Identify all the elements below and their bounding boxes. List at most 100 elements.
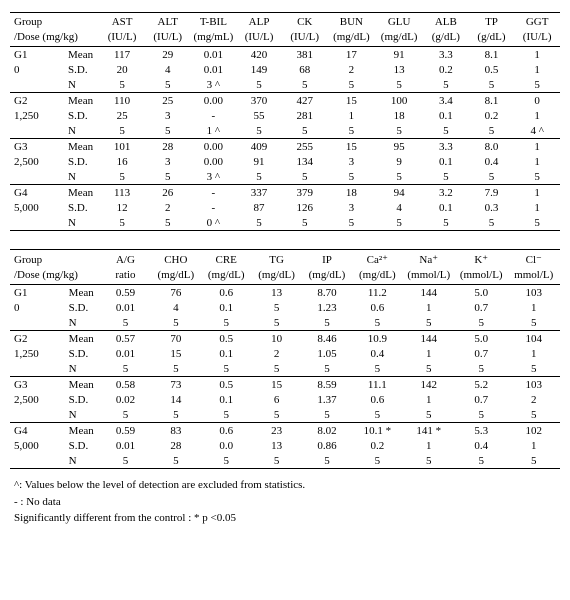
cell: 26 xyxy=(145,185,191,201)
group-label xyxy=(10,215,66,231)
cell: 409 xyxy=(236,139,282,155)
cell: 0 ^ xyxy=(191,215,237,231)
table-row: 0S.D.0.0140.151.230.610.71 xyxy=(10,300,560,315)
cell: 11.2 xyxy=(352,285,402,301)
stat-label: N xyxy=(67,361,101,377)
cell: 5.2 xyxy=(455,377,507,393)
cell: 0.6 xyxy=(352,392,402,407)
table-row: 1,250S.D.0.01150.121.050.410.71 xyxy=(10,346,560,361)
cell: 5 xyxy=(236,77,282,93)
hdr-unit: (IU/L) xyxy=(145,30,191,47)
cell: 5 xyxy=(236,123,282,139)
hdr: ALB xyxy=(423,13,469,30)
cell: 0.2 xyxy=(423,62,469,77)
group-label: G3 xyxy=(10,139,66,155)
stat-label: N xyxy=(67,315,101,331)
table-row: G2Mean0.57700.5108.4610.91445.0104 xyxy=(10,331,560,347)
cell: 0.2 xyxy=(352,438,402,453)
cell: 4 xyxy=(145,62,191,77)
cell: 381 xyxy=(282,47,328,63)
table-row: N553 ^5555555 xyxy=(10,77,560,93)
cell: 7.9 xyxy=(469,185,515,201)
cell: 5 xyxy=(455,453,507,469)
group-label: 2,500 xyxy=(10,392,67,407)
cell: 8.59 xyxy=(302,377,352,393)
cell: 4 ^ xyxy=(514,123,560,139)
stat-label: S.D. xyxy=(66,200,99,215)
hdr-unit: (mg/dL) xyxy=(328,30,376,47)
group-label: G1 xyxy=(10,285,67,301)
cell: 5 xyxy=(99,123,145,139)
hdr-unit: mmol/L) xyxy=(507,268,560,285)
cell: 5 xyxy=(251,407,301,423)
cell: 2 xyxy=(251,346,301,361)
table-row: N553 ^5555555 xyxy=(10,169,560,185)
cell: 2 xyxy=(507,392,560,407)
cell: 0.1 xyxy=(201,392,251,407)
cell: 5 xyxy=(282,215,328,231)
group-label xyxy=(10,361,67,377)
cell: 1.23 xyxy=(302,300,352,315)
cell: 17 xyxy=(328,47,376,63)
cell: 255 xyxy=(282,139,328,155)
cell: 5 xyxy=(100,361,150,377)
cell: 15 xyxy=(151,346,201,361)
cell: 0.6 xyxy=(201,285,251,301)
cell: 1 xyxy=(507,438,560,453)
cell: 5 xyxy=(507,315,560,331)
cell: 25 xyxy=(145,93,191,109)
group-label xyxy=(10,407,67,423)
cell: 5 xyxy=(100,315,150,331)
cell: 427 xyxy=(282,93,328,109)
cell: 5 xyxy=(403,453,455,469)
cell: 13 xyxy=(251,285,301,301)
cell: 5 xyxy=(507,407,560,423)
table-row: N555555555 xyxy=(10,361,560,377)
cell: 1 xyxy=(514,108,560,123)
hdr: ALP xyxy=(236,13,282,30)
table-row: N550 ^5555555 xyxy=(10,215,560,231)
table-row: N551 ^5555554 ^ xyxy=(10,123,560,139)
cell: 5 xyxy=(403,315,455,331)
hdr-unit: (IU/L) xyxy=(236,30,282,47)
table-1: Group AST ALT T-BIL ALP CK BUN GLU ALB T… xyxy=(10,12,560,231)
cell: 0.5 xyxy=(201,377,251,393)
hdr-group-unit: /Dose (mg/kg) xyxy=(10,268,100,285)
cell: 0.6 xyxy=(352,300,402,315)
cell: 0.1 xyxy=(423,108,469,123)
cell: 5 xyxy=(403,407,455,423)
cell: 0.1 xyxy=(201,346,251,361)
cell: 3 xyxy=(328,200,376,215)
cell: 8.0 xyxy=(469,139,515,155)
cell: 5 xyxy=(375,215,423,231)
stat-label: S.D. xyxy=(67,438,101,453)
hdr: Cl⁻ xyxy=(507,250,560,268)
cell: 13 xyxy=(251,438,301,453)
cell: 3.4 xyxy=(423,93,469,109)
table-row: N555555555 xyxy=(10,407,560,423)
stat-label: S.D. xyxy=(66,62,99,77)
cell: 5 xyxy=(145,215,191,231)
table-row: 5,000S.D.0.01280.0130.860.210.41 xyxy=(10,438,560,453)
cell: 5 xyxy=(375,77,423,93)
cell: 70 xyxy=(151,331,201,347)
cell: 5 xyxy=(455,361,507,377)
cell: 141 * xyxy=(403,423,455,439)
stat-label: N xyxy=(67,407,101,423)
stat-label: N xyxy=(66,215,99,231)
cell: 281 xyxy=(282,108,328,123)
hdr: TP xyxy=(469,13,515,30)
cell: 5 xyxy=(99,169,145,185)
hdr-group: Group xyxy=(10,250,100,268)
footnote-1: ^: Values below the level of detection a… xyxy=(14,477,560,494)
cell: 0.1 xyxy=(423,154,469,169)
hdr-unit: (mg/dL) xyxy=(375,30,423,47)
hdr-unit: (mg/dL) xyxy=(352,268,402,285)
cell: 5.0 xyxy=(455,331,507,347)
cell: 337 xyxy=(236,185,282,201)
cell: 15 xyxy=(251,377,301,393)
footnote-3: Significantly different from the control… xyxy=(14,510,560,527)
cell: 5 xyxy=(507,361,560,377)
stat-label: Mean xyxy=(66,93,99,109)
cell: 5 xyxy=(251,315,301,331)
